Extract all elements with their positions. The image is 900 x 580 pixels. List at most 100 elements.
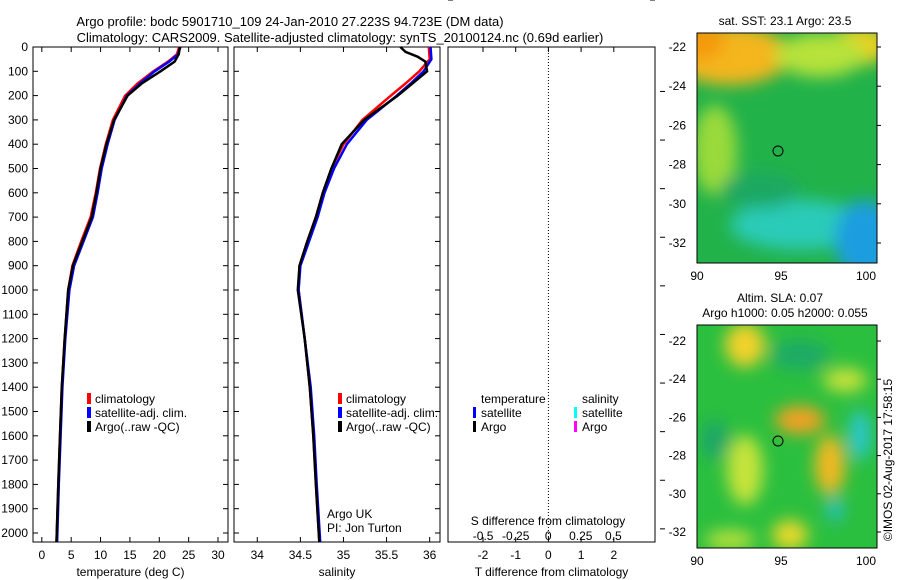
y-tick-label: 900 [8, 259, 28, 273]
x-tick-label: 10 [94, 548, 108, 562]
s-tick-label: 0.5 [605, 529, 622, 543]
y-tick-label: 800 [8, 234, 28, 248]
difference-legend: temperature satellite Argo salinity sate… [471, 392, 626, 528]
series-line-climatology [55, 46, 181, 543]
series-line-argo-raw-qc- [296, 46, 429, 543]
title-line-2: Climatology: CARS2009. Satellite-adjuste… [77, 30, 604, 45]
legend-swatch-satellite [87, 407, 91, 418]
y-tick-label: 1200 [1, 332, 28, 346]
y-tick-label: 300 [8, 113, 28, 127]
y-tick-label: 1800 [1, 477, 28, 491]
sst-map [697, 33, 877, 263]
y-tick-label: 400 [8, 137, 28, 151]
y-tick-label: 1500 [1, 405, 28, 419]
y-tick-label: 1300 [1, 356, 28, 370]
x-tick-label: 34 [251, 548, 265, 562]
map-lon-label: 90 [690, 554, 704, 568]
series-line-satellite-adj-clim- [297, 46, 433, 543]
series-line-argo-raw-qc- [55, 46, 182, 543]
y-tick-label: 1600 [1, 429, 28, 443]
series-line-satellite-adj-clim- [55, 46, 182, 543]
x-tick-label: 2 [610, 548, 617, 562]
copyright-text: ©IMOS 02-Aug-2017 17:58:15 [881, 379, 895, 542]
argo-location-marker [772, 145, 784, 157]
x-tick-label: 20 [153, 548, 167, 562]
legend-swatch-t-argo [473, 421, 476, 432]
x-tick-label: 35 [337, 548, 351, 562]
legend-title-salinity: salinity [582, 392, 619, 406]
s-tick-label: 0 [545, 529, 552, 543]
x-axis-label: T difference from climatology [475, 565, 629, 579]
map-lat-label: -30 [669, 197, 687, 211]
legend-label: climatology [95, 392, 155, 406]
sla-map-axes: -22 -24 -26 -28 -30 -32 90 95 100 [669, 334, 881, 568]
map-lat-label: -26 [669, 118, 687, 132]
y-tick-label: 100 [8, 64, 28, 78]
map-lon-label: 95 [774, 554, 788, 568]
legend-label: satellite-adj. clim. [95, 406, 187, 420]
annotation-argo-uk: Argo UK [327, 507, 372, 521]
map-lat-label: -30 [669, 487, 687, 501]
legend-label: Argo(..raw -QC) [346, 420, 431, 434]
x-axis-label: temperature (deg C) [76, 565, 184, 579]
plot-frame [233, 46, 441, 543]
y-tick-label: 2000 [1, 526, 28, 540]
y-tick-label: 500 [8, 162, 28, 176]
plot-frame [447, 46, 656, 543]
legend-label: satellite-adj. clim. [346, 406, 438, 420]
legend-label: satellite [481, 406, 522, 420]
sla-map-frame [696, 324, 878, 549]
y-tick-label: 1900 [1, 502, 28, 516]
x-tick-label: 36 [423, 548, 437, 562]
plot-frame [32, 46, 229, 543]
sla-map-title-1: Altim. SLA: 0.07 [737, 291, 823, 305]
map-lat-label: -26 [669, 410, 687, 424]
y-tick-label: 1100 [2, 307, 28, 321]
legend-label: climatology [346, 392, 406, 406]
y-tick-label: 0 [21, 40, 28, 54]
y-tick-label: 1400 [1, 380, 28, 394]
argo-location-marker [772, 435, 784, 447]
map-lat-label: -24 [669, 372, 687, 386]
map-lon-label: 100 [856, 269, 876, 283]
x-tick-label: 35.5 [375, 548, 399, 562]
salinity-panel: 34 34.5 35 35.5 36 salinity [233, 46, 441, 579]
x-tick-label: 0 [38, 548, 45, 562]
map-lon-label: 95 [774, 269, 788, 283]
s-tick-label: 0.25 [569, 529, 593, 543]
legend-swatch-s-satellite [574, 407, 577, 418]
sst-map-axes: -22 -24 -26 -28 -30 -32 90 95 100 [669, 40, 881, 283]
sst-map-frame [696, 32, 878, 264]
legend-label: Argo(..raw -QC) [95, 420, 180, 434]
legend-title-temperature: temperature [481, 392, 546, 406]
legend-label: satellite [582, 406, 623, 420]
x-tick-label: 1 [578, 548, 585, 562]
x-tick-label: -1 [510, 548, 521, 562]
y-tick-label: 1000 [1, 283, 28, 297]
map-lat-label: -22 [669, 40, 687, 54]
legend-swatch-satellite [338, 407, 342, 418]
map-lon-label: 100 [856, 554, 876, 568]
temperature-legend: climatology satellite-adj. clim. Argo(..… [87, 392, 187, 434]
salinity-legend: climatology satellite-adj. clim. Argo(..… [327, 392, 438, 535]
s-tick-label: -0.5 [473, 529, 494, 543]
x-tick-label: -2 [478, 548, 489, 562]
temperature-panel: 0 5 10 15 20 25 30 temperature (deg C) 0 100 200 30… [1, 40, 229, 579]
map-lat-label: -28 [669, 158, 687, 172]
title-line-1: Argo profile: bodc 5901710_109 24-Jan-20… [76, 14, 503, 29]
x-tick-label: 34.5 [289, 548, 313, 562]
legend-swatch-argo [338, 421, 342, 432]
sla-map-title-2: Argo h1000: 0.05 h2000: 0.055 [702, 306, 868, 320]
x-tick-label: 30 [211, 548, 225, 562]
x-axis-label: salinity [319, 565, 356, 579]
legend-swatch-s-argo [574, 421, 577, 432]
y-tick-label: 700 [8, 210, 28, 224]
s-axis-label: S difference from climatology [471, 514, 626, 528]
y-tick-label: 200 [8, 89, 28, 103]
legend-swatch-argo [87, 421, 91, 432]
sla-map [697, 325, 877, 548]
map-lat-label: -24 [669, 79, 687, 93]
map-lon-label: 90 [690, 269, 704, 283]
